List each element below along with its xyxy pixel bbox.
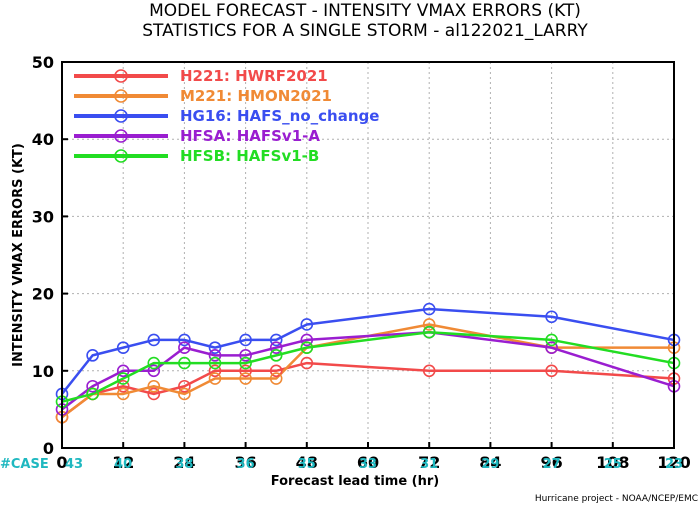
data-point (300, 341, 314, 354)
series-markers (55, 302, 681, 424)
data-point (86, 379, 99, 393)
y-axis-label: INTENSITY VMAX ERRORS (KT) (11, 143, 26, 367)
data-point (208, 349, 222, 362)
y-tick-label: 20 (32, 285, 54, 304)
legend-label: HG16: HAFS_no_change (180, 107, 379, 125)
data-point (208, 372, 222, 385)
data-point (300, 356, 314, 370)
case-label: #CASE (0, 457, 49, 472)
x-tick-label: 24 (173, 453, 195, 472)
data-point (422, 364, 436, 378)
data-point (269, 341, 283, 354)
data-point (422, 325, 436, 339)
case-count: 31 (420, 457, 438, 472)
legend-swatch-marker (114, 109, 128, 123)
data-point (545, 333, 558, 347)
x-tick-label: 72 (418, 453, 440, 472)
data-point (147, 387, 161, 401)
x-tick-label: 36 (234, 453, 256, 472)
data-point (545, 341, 558, 354)
legend-label: HFSB: HAFSv1-B (180, 147, 319, 165)
data-point (300, 318, 314, 331)
case-count: 43 (65, 457, 83, 472)
x-tick-label: 60 (357, 453, 379, 472)
data-point (269, 349, 283, 362)
x-tick-label: 108 (596, 453, 629, 472)
y-tick-label: 30 (32, 207, 54, 226)
x-tick-label: 12 (112, 453, 134, 472)
data-point (208, 341, 222, 354)
data-point (178, 379, 191, 393)
data-point (239, 364, 252, 378)
case-count: 23 (665, 457, 683, 472)
credit: Hurricane project - NOAA/NCEP/EMC (535, 494, 698, 504)
data-point (178, 387, 191, 401)
data-point (269, 364, 283, 378)
data-point (208, 364, 222, 378)
data-point (178, 356, 191, 370)
y-tick-label: 0 (43, 439, 54, 458)
data-point (422, 318, 436, 331)
y-tick-label: 40 (32, 130, 54, 149)
x-tick-label: 120 (657, 453, 690, 472)
data-point (239, 372, 252, 385)
y-tick-label: 10 (32, 362, 54, 381)
case-count: 33 (359, 457, 377, 472)
data-point (269, 333, 283, 347)
case-count: 40 (114, 457, 132, 472)
axis-ticks: 0 12 24 36 48 60 72 84 96 108 120 0 10 20 30 40 50 (32, 53, 691, 472)
data-point (208, 356, 222, 370)
x-axis-label: Forecast lead time (hr) (271, 474, 439, 489)
data-point (116, 341, 130, 354)
data-point (422, 302, 436, 316)
case-count: 35 (298, 457, 316, 472)
legend-swatch-marker (114, 149, 128, 163)
data-point (269, 372, 283, 385)
case-count: 25 (604, 457, 622, 472)
data-point (147, 356, 161, 370)
case-count: 38 (175, 457, 193, 472)
data-point (86, 349, 99, 362)
data-point (545, 364, 558, 378)
data-point (116, 387, 130, 401)
legend-label: M221: HMON2021 (180, 87, 332, 105)
chart-title: MODEL FORECAST - INTENSITY VMAX ERRORS (… (149, 1, 581, 21)
legend: H221: HWRF2021 M221: HMON2021 HG16: HAFS_n… (74, 67, 379, 165)
x-tick-label: 96 (540, 453, 562, 472)
data-point (300, 333, 314, 347)
x-tick-label: 48 (296, 453, 318, 472)
data-point (239, 356, 252, 370)
data-point (86, 387, 99, 401)
case-count: 27 (543, 457, 561, 472)
data-point (116, 379, 130, 393)
data-point (178, 333, 191, 347)
legend-label: H221: HWRF2021 (180, 67, 328, 85)
data-point (239, 349, 252, 362)
y-tick-label: 50 (32, 53, 54, 72)
data-point (116, 372, 130, 385)
x-tick-label: 0 (56, 453, 67, 472)
data-point (545, 310, 558, 324)
legend-swatch-marker (114, 89, 128, 103)
data-point (147, 333, 161, 347)
data-point (147, 379, 161, 393)
legend-label: HFSA: HAFSv1-A (180, 127, 320, 145)
legend-swatch-marker (114, 69, 128, 83)
x-tick-label: 84 (479, 453, 501, 472)
case-count: 29 (481, 457, 499, 472)
legend-swatch-marker (114, 129, 128, 143)
case-row: #CASE 43 40 38 36 35 33 31 29 27 25 23 (0, 457, 683, 472)
data-point (178, 341, 191, 354)
data-point (239, 333, 252, 347)
data-point (116, 364, 130, 378)
chart-subtitle: STATISTICS FOR A SINGLE STORM - al122021… (142, 21, 588, 41)
case-count: 36 (237, 457, 255, 472)
data-point (147, 364, 161, 378)
